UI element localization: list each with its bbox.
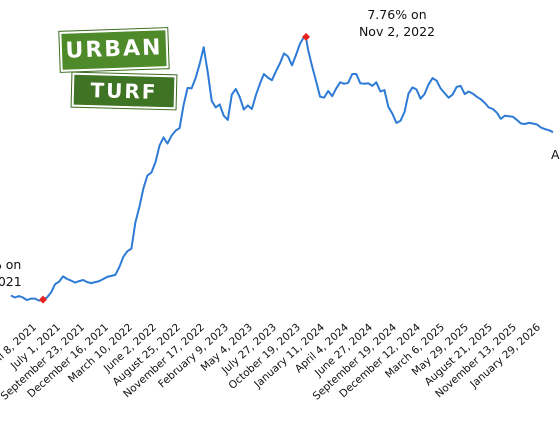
logo-sign-urban: URBAN xyxy=(59,28,169,72)
latest-rate-annotation: A xyxy=(551,147,560,162)
logo-sign-turf: TURF xyxy=(71,72,177,110)
min-rate-marker xyxy=(39,295,48,304)
max-annotation-line-2: Nov 2, 2022 xyxy=(358,24,436,39)
max-annotation-line-1: 7.76% on xyxy=(367,7,427,22)
max-rate-annotation: 7.76% on Nov 2, 2022 xyxy=(342,6,452,40)
min-rate-annotation: 64% on 7, 2021 xyxy=(0,256,54,290)
rate-line xyxy=(10,35,554,302)
min-annotation-line-1: 64% on xyxy=(0,257,22,272)
max-rate-marker xyxy=(302,32,311,41)
min-annotation-line-2: 7, 2021 xyxy=(0,274,22,289)
urban-turf-logo: URBAN TURF xyxy=(58,28,177,110)
